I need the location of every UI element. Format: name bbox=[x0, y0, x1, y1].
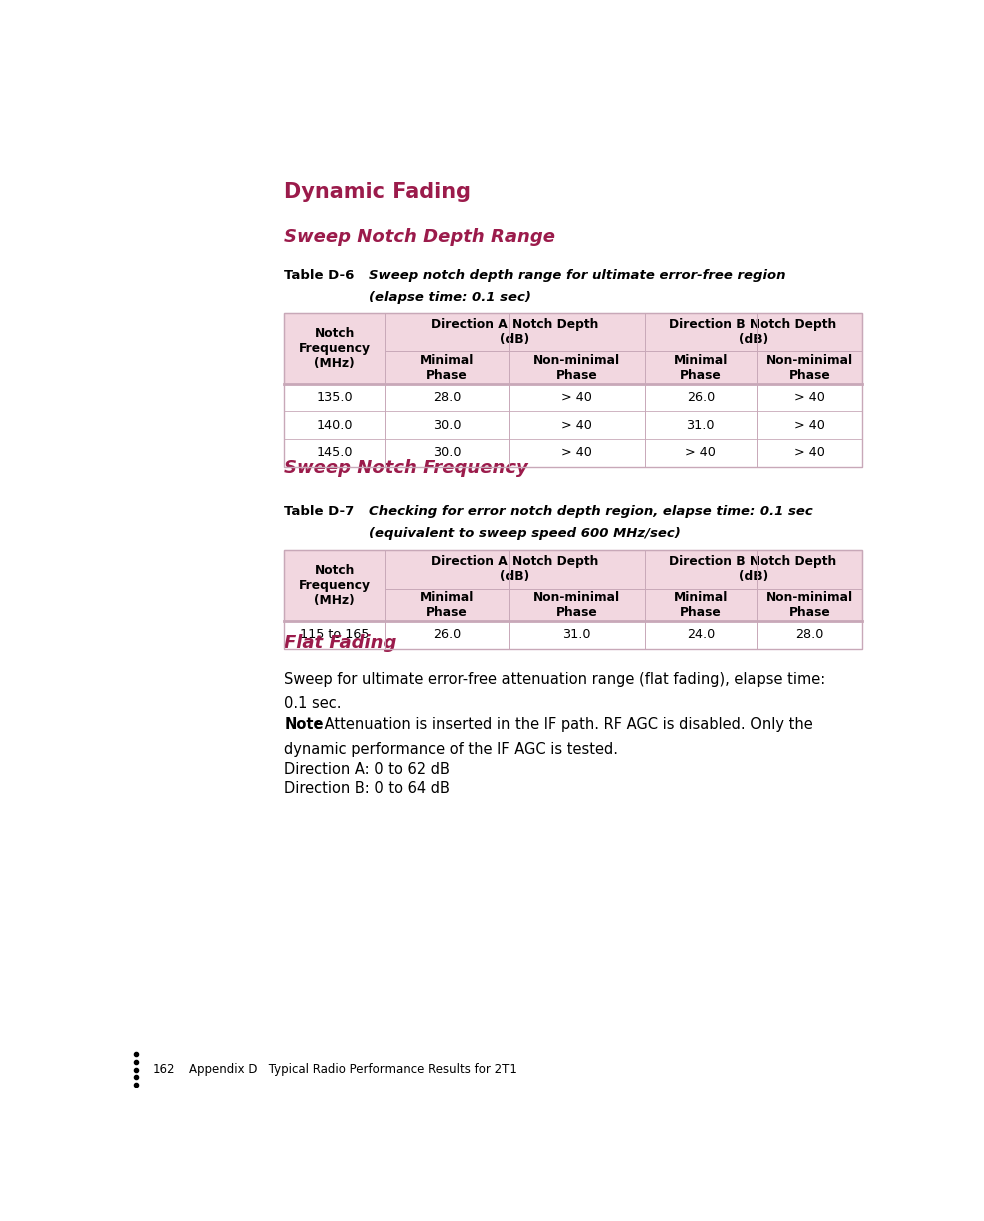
Text: Direction A: 0 to 62 dB: Direction A: 0 to 62 dB bbox=[284, 762, 450, 777]
Text: Notch
Frequency
(MHz): Notch Frequency (MHz) bbox=[298, 564, 371, 607]
Text: 31.0: 31.0 bbox=[563, 628, 591, 641]
Text: 26.0: 26.0 bbox=[433, 628, 461, 641]
Bar bbox=[284, 411, 862, 440]
Text: Non-minimal
Phase: Non-minimal Phase bbox=[533, 591, 620, 619]
Text: Table D-6: Table D-6 bbox=[284, 269, 354, 282]
Text: > 40: > 40 bbox=[561, 391, 592, 404]
Text: > 40: > 40 bbox=[561, 419, 592, 432]
Text: Direction B Notch Depth
(dB): Direction B Notch Depth (dB) bbox=[669, 319, 836, 346]
Text: Non-minimal
Phase: Non-minimal Phase bbox=[766, 354, 853, 381]
Text: Notch
Frequency
(MHz): Notch Frequency (MHz) bbox=[298, 327, 371, 370]
Text: 28.0: 28.0 bbox=[795, 628, 824, 641]
Text: 31.0: 31.0 bbox=[687, 419, 715, 432]
Bar bbox=[284, 620, 862, 648]
Bar bbox=[284, 383, 862, 411]
Text: (elapse time: 0.1 sec): (elapse time: 0.1 sec) bbox=[369, 291, 531, 304]
Text: 140.0: 140.0 bbox=[316, 419, 353, 432]
Text: Checking for error notch depth region, elapse time: 0.1 sec: Checking for error notch depth region, e… bbox=[369, 505, 813, 519]
Text: 28.0: 28.0 bbox=[433, 391, 461, 404]
Text: Minimal
Phase: Minimal Phase bbox=[420, 591, 474, 619]
Text: 24.0: 24.0 bbox=[687, 628, 715, 641]
Text: Non-minimal
Phase: Non-minimal Phase bbox=[533, 354, 620, 381]
Bar bbox=[284, 549, 862, 620]
Text: (equivalent to sweep speed 600 MHz/sec): (equivalent to sweep speed 600 MHz/sec) bbox=[369, 527, 681, 540]
Text: > 40: > 40 bbox=[794, 391, 825, 404]
Text: > 40: > 40 bbox=[685, 447, 716, 459]
Text: Sweep Notch Depth Range: Sweep Notch Depth Range bbox=[284, 228, 555, 247]
Text: Direction B Notch Depth
(dB): Direction B Notch Depth (dB) bbox=[669, 556, 836, 584]
Text: 30.0: 30.0 bbox=[433, 447, 461, 459]
Text: Minimal
Phase: Minimal Phase bbox=[674, 354, 728, 381]
Text: Direction A Notch Depth
(dB): Direction A Notch Depth (dB) bbox=[431, 319, 598, 346]
Text: 162: 162 bbox=[153, 1063, 175, 1076]
Text: Table D-7: Table D-7 bbox=[284, 505, 354, 519]
Text: > 40: > 40 bbox=[561, 447, 592, 459]
Bar bbox=[284, 313, 862, 466]
Text: 0.1 sec.: 0.1 sec. bbox=[284, 696, 341, 711]
Text: Sweep Notch Frequency: Sweep Notch Frequency bbox=[284, 459, 528, 477]
Bar bbox=[284, 313, 862, 383]
Text: 145.0: 145.0 bbox=[316, 447, 353, 459]
Text: > 40: > 40 bbox=[794, 447, 825, 459]
Text: Dynamic Fading: Dynamic Fading bbox=[284, 182, 471, 201]
Text: Sweep notch depth range for ultimate error-free region: Sweep notch depth range for ultimate err… bbox=[369, 269, 786, 282]
Bar bbox=[284, 440, 862, 466]
Text: Note: Note bbox=[284, 717, 324, 733]
Text: Direction A Notch Depth
(dB): Direction A Notch Depth (dB) bbox=[431, 556, 598, 584]
Text: Non-minimal
Phase: Non-minimal Phase bbox=[766, 591, 853, 619]
Text: 115 to 165: 115 to 165 bbox=[300, 628, 369, 641]
Text: Appendix D   Typical Radio Performance Results for 2T1: Appendix D Typical Radio Performance Res… bbox=[189, 1063, 517, 1076]
Text: 26.0: 26.0 bbox=[687, 391, 715, 404]
Text: 135.0: 135.0 bbox=[316, 391, 353, 404]
Text: 30.0: 30.0 bbox=[433, 419, 461, 432]
Text: Direction B: 0 to 64 dB: Direction B: 0 to 64 dB bbox=[284, 781, 450, 796]
Text: dynamic performance of the IF AGC is tested.: dynamic performance of the IF AGC is tes… bbox=[284, 741, 618, 757]
Text: Minimal
Phase: Minimal Phase bbox=[420, 354, 474, 381]
Text: Minimal
Phase: Minimal Phase bbox=[674, 591, 728, 619]
Text: : Attenuation is inserted in the IF path. RF AGC is disabled. Only the: : Attenuation is inserted in the IF path… bbox=[315, 717, 813, 733]
Text: Sweep for ultimate error-free attenuation range (flat fading), elapse time:: Sweep for ultimate error-free attenuatio… bbox=[284, 673, 826, 687]
Bar bbox=[284, 549, 862, 648]
Text: Flat Fading: Flat Fading bbox=[284, 634, 397, 652]
Text: > 40: > 40 bbox=[794, 419, 825, 432]
